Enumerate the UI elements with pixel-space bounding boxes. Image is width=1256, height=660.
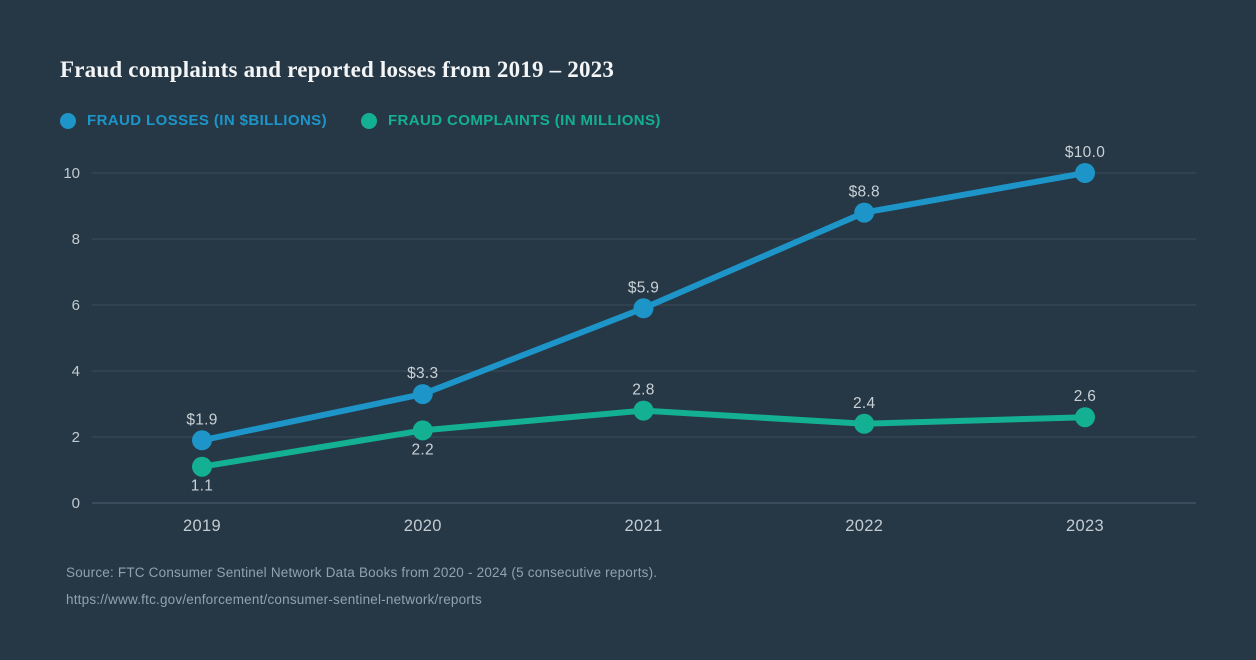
x-axis-tick-label: 2021 [625, 517, 663, 535]
data-point-label: 1.1 [191, 478, 213, 495]
losses-data-point [192, 430, 212, 451]
data-point-label: 2.2 [412, 441, 434, 458]
legend-label-fraud-losses: FRAUD LOSSES (IN $BILLIONS) [87, 112, 327, 129]
x-axis-tick-label: 2023 [1066, 517, 1104, 535]
losses-data-point [633, 298, 654, 319]
legend-item-fraud-losses: FRAUD LOSSES (IN $BILLIONS) [60, 112, 327, 129]
y-axis-tick-label: 8 [72, 231, 80, 248]
legend-item-fraud-complaints: FRAUD COMPLAINTS (IN MILLIONS) [360, 112, 661, 129]
complaints-data-point [633, 400, 654, 421]
y-axis-tick-label: 2 [72, 429, 80, 446]
y-axis-tick-label: 0 [72, 495, 80, 512]
y-axis-tick-label: 4 [72, 363, 80, 380]
data-point-label: $3.3 [407, 365, 438, 382]
losses-data-point [412, 384, 433, 405]
data-point-label: $1.9 [186, 411, 217, 428]
data-point-label: 2.4 [853, 395, 876, 412]
x-axis-tick-label: 2022 [845, 517, 883, 535]
x-axis-tick-label: 2019 [183, 517, 221, 535]
chart-title: Fraud complaints and reported losses fro… [60, 57, 615, 82]
losses-data-point [854, 202, 875, 223]
losses-data-point [1075, 163, 1095, 183]
complaints-data-point [412, 420, 433, 441]
source-url: https://www.ftc.gov/enforcement/consumer… [66, 592, 482, 607]
legend-label-fraud-complaints: FRAUD COMPLAINTS (IN MILLIONS) [387, 112, 661, 129]
data-point-label: 2.6 [1074, 388, 1096, 405]
source-text: Source: FTC Consumer Sentinel Network Da… [66, 565, 658, 580]
y-axis-tick-label: 6 [72, 297, 80, 314]
legend-swatch-losses-icon [60, 112, 76, 129]
data-point-label: $10.0 [1065, 144, 1105, 161]
legend-swatch-complaints-icon [360, 112, 377, 129]
data-point-label: $5.9 [628, 279, 659, 296]
x-axis-tick-label: 2020 [404, 517, 442, 535]
complaints-data-point [192, 456, 212, 477]
data-point-label: $8.8 [849, 184, 880, 201]
data-point-label: 2.8 [632, 382, 654, 399]
complaints-data-point [854, 413, 875, 434]
y-axis-tick-label: 10 [63, 165, 80, 182]
legend: FRAUD LOSSES (IN $BILLIONS) FRAUD COMPLA… [60, 112, 661, 129]
source-block: Source: FTC Consumer Sentinel Network Da… [66, 565, 657, 619]
complaints-data-point [1075, 407, 1095, 428]
